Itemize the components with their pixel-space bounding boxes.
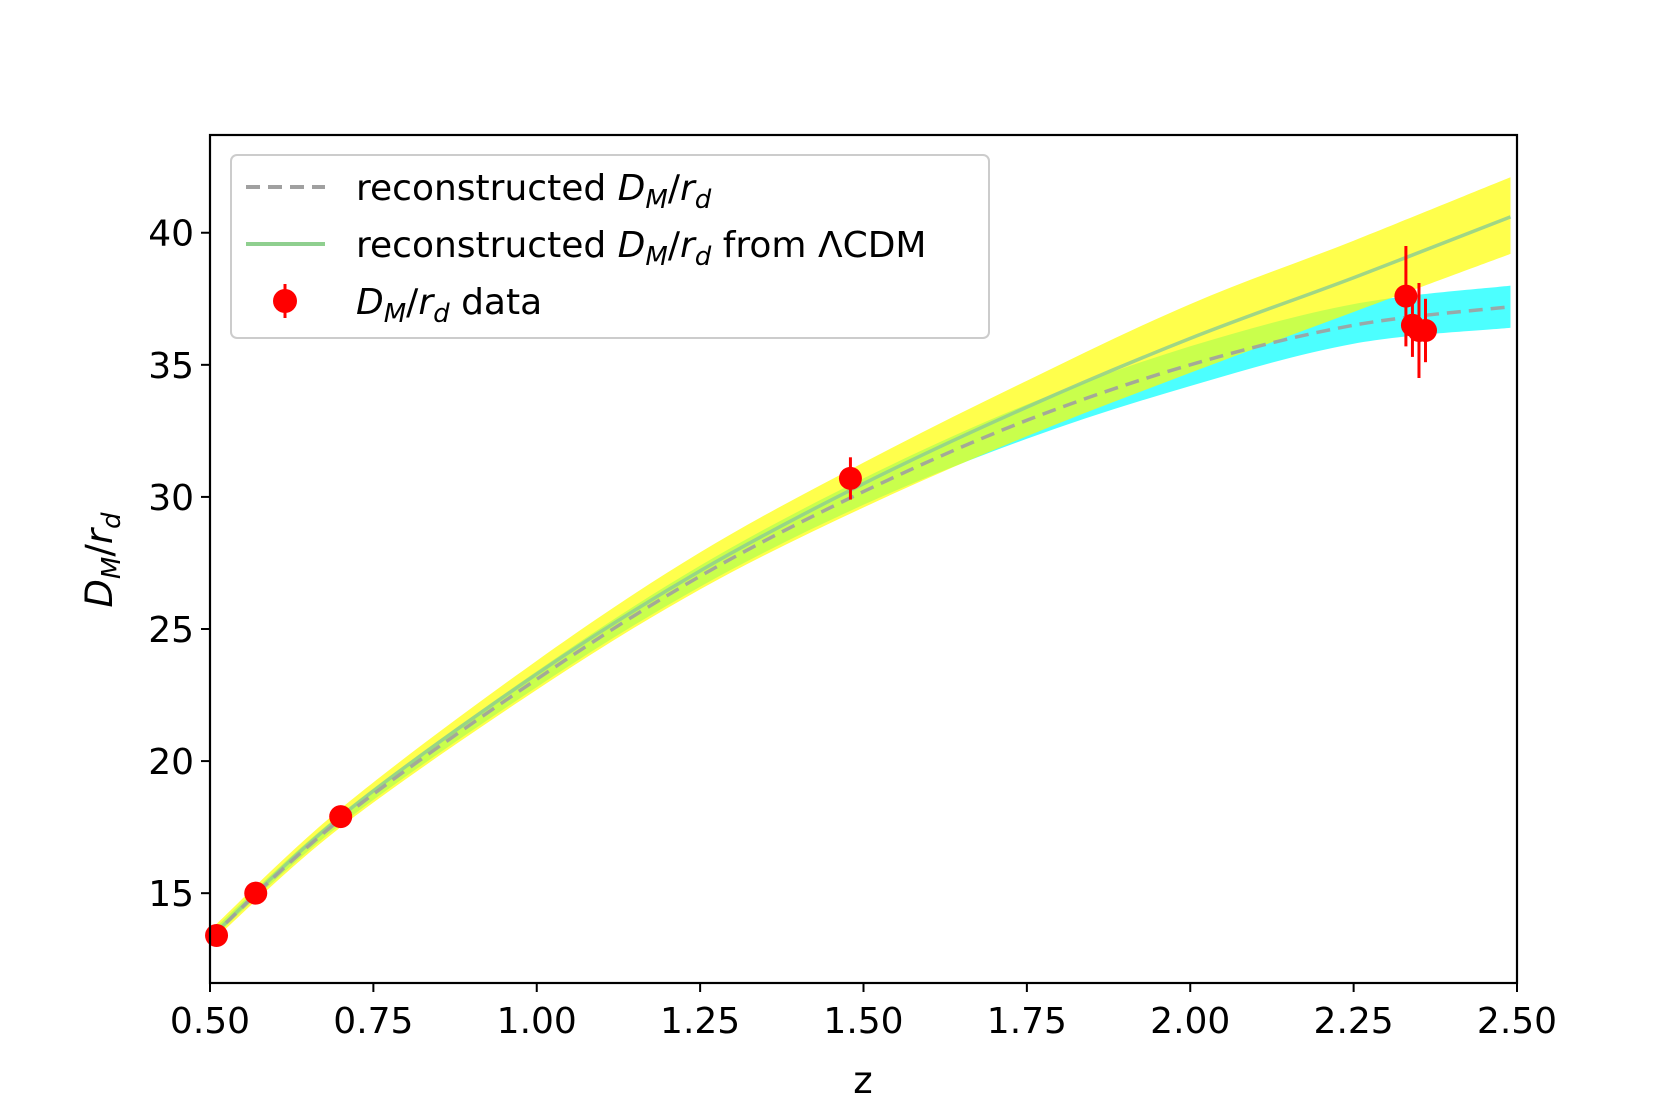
data-point-marker [1394, 284, 1418, 308]
y-tick-label: 30 [148, 478, 194, 519]
data-point-marker [1414, 318, 1438, 342]
band-reconstructed [210, 285, 1511, 941]
legend-swatch-data-marker [273, 289, 297, 313]
legend-label-data: DM/rd data [356, 282, 542, 329]
y-tick-label: 20 [148, 742, 194, 783]
legend-box [230, 154, 990, 339]
points-layer [205, 245, 1438, 947]
y-axis-label-m-sub: M [97, 557, 127, 579]
data-point-marker [838, 466, 862, 490]
y-tick-label: 35 [148, 346, 194, 387]
legend: reconstructed DM/rd reconstructed DM/rd … [230, 154, 990, 339]
x-axis: 0.50 0.75 1.00 1.25 1.50 1.75 2.00 2.25 2.50 [170, 983, 1557, 1042]
y-tick-label: 40 [148, 214, 194, 255]
y-axis: 15 20 25 30 35 40 [148, 214, 210, 915]
x-tick-label: 2.00 [1150, 1001, 1230, 1042]
x-tick-label: 2.25 [1314, 1001, 1394, 1042]
data-point-0 [205, 923, 229, 947]
x-axis-label: z [853, 1059, 872, 1102]
x-tick-label: 0.75 [333, 1001, 413, 1042]
x-tick-label: 1.25 [660, 1001, 740, 1042]
legend-label-lcdm: reconstructed DM/rd from ΛCDM [356, 225, 927, 272]
y-tick-label: 15 [148, 874, 194, 915]
line-reconstructed [208, 304, 1511, 940]
x-tick-label: 0.50 [170, 1001, 250, 1042]
x-tick-label: 1.00 [497, 1001, 577, 1042]
bands-layer [210, 177, 1511, 944]
y-axis-label-slash: / [78, 544, 121, 557]
y-axis-label-d-sub: d [97, 512, 127, 529]
data-point-2 [329, 805, 353, 829]
x-tick-label: 1.75 [987, 1001, 1067, 1042]
x-tick-label: 1.50 [823, 1001, 903, 1042]
y-axis-label: DM/rd [78, 512, 127, 608]
data-point-1 [244, 881, 268, 905]
x-tick-label: 2.50 [1477, 1001, 1557, 1042]
y-tick-label: 25 [148, 610, 194, 651]
data-point-marker [329, 805, 353, 829]
y-axis-label-r: r [78, 526, 121, 544]
data-point-marker [244, 881, 268, 905]
data-point-3 [838, 457, 862, 500]
data-point-marker [205, 923, 229, 947]
band-lcdm [210, 177, 1511, 944]
y-axis-label-d: D [78, 579, 121, 608]
data-point-7 [1414, 298, 1438, 363]
